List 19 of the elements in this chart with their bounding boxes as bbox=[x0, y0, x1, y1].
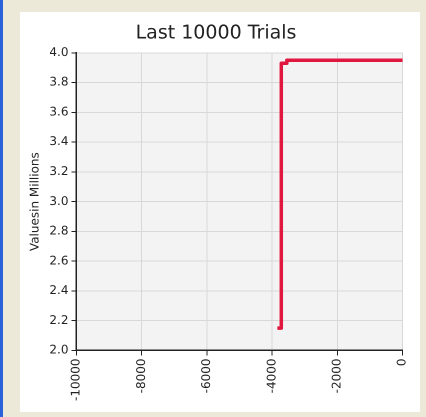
y-tick-label: 4.0 bbox=[49, 44, 68, 59]
y-tick-label: 3.4 bbox=[49, 134, 68, 148]
y-tick-label: 3.2 bbox=[49, 164, 68, 178]
x-tick-label: -4000 bbox=[264, 358, 278, 394]
x-tick-label: 0 bbox=[394, 358, 409, 366]
chart-title: Last 10000 Trials bbox=[136, 21, 296, 44]
x-tick-label: -8000 bbox=[134, 358, 148, 394]
y-tick-label: 3.0 bbox=[49, 194, 68, 208]
x-tick-label: -2000 bbox=[330, 358, 344, 394]
y-tick-label: 2.0 bbox=[49, 342, 68, 357]
y-tick-label: 3.6 bbox=[49, 104, 68, 118]
y-tick-label: 2.8 bbox=[49, 224, 68, 238]
y-tick-label: 3.8 bbox=[49, 74, 68, 89]
y-tick-label: 2.4 bbox=[49, 283, 68, 298]
y-tick-label: 2.2 bbox=[49, 312, 68, 327]
x-tick-label: -10000 bbox=[68, 358, 83, 402]
y-tick-label: 2.6 bbox=[49, 253, 68, 268]
y-axis-title: Valuesin Millions bbox=[27, 152, 42, 252]
x-tick-label: -6000 bbox=[199, 358, 214, 394]
